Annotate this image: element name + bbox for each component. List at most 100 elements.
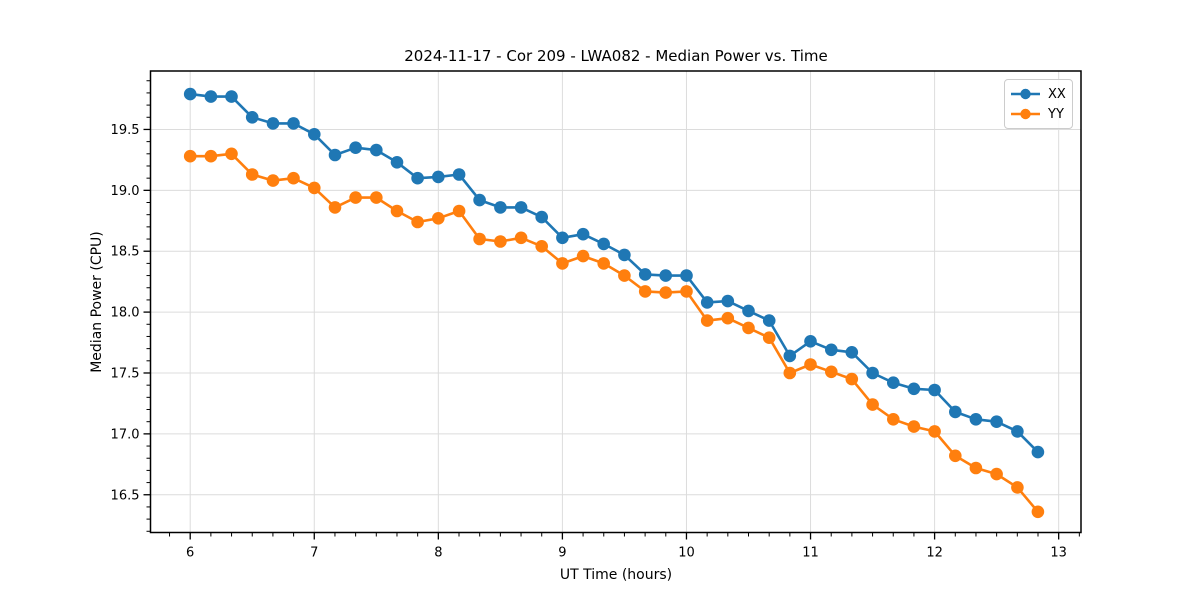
series-yy-marker <box>370 191 383 204</box>
legend-label-xx: XX <box>1048 86 1066 102</box>
series-yy-marker <box>308 181 321 195</box>
series-xx-marker <box>990 415 1003 429</box>
series-yy-marker <box>949 449 962 463</box>
x-tick-label: 8 <box>434 546 442 561</box>
series-yy-marker <box>742 321 755 335</box>
x-tick-label: 6 <box>186 546 194 561</box>
series-yy-marker <box>638 285 652 298</box>
series-xx-marker <box>1031 445 1045 459</box>
series-xx-marker <box>390 156 404 169</box>
x-tick-label: 13 <box>1050 546 1067 561</box>
series-xx-marker <box>804 335 817 348</box>
series-xx-marker <box>183 87 197 101</box>
series-xx-marker <box>266 117 280 130</box>
series-yy-marker <box>825 365 838 379</box>
series-yy-marker <box>494 235 507 248</box>
y-tick-label: 16.5 <box>111 488 140 503</box>
series-yy-marker <box>887 413 900 426</box>
series-xx-marker <box>866 366 879 380</box>
series-yy-marker <box>680 285 693 298</box>
y-tick-label: 18.5 <box>111 245 140 260</box>
series-yy-marker <box>1031 505 1045 519</box>
series-xx-marker <box>225 90 238 103</box>
series-xx-marker <box>576 227 590 241</box>
series-xx-marker <box>1011 425 1024 438</box>
series-yy-marker <box>225 147 238 161</box>
x-tick-label: 10 <box>678 546 695 561</box>
series-xx-marker <box>783 349 797 363</box>
series-xx-marker <box>535 210 548 224</box>
series-xx-marker <box>969 413 983 426</box>
series-xx-marker <box>245 111 259 124</box>
series-xx-marker <box>887 376 900 390</box>
series-yy-marker <box>183 149 197 163</box>
legend-marker-yy <box>1011 108 1040 120</box>
series-xx-marker <box>659 269 672 282</box>
series-yy-marker <box>349 191 362 204</box>
legend: XX YY <box>1004 79 1073 129</box>
series-yy-marker <box>452 204 466 218</box>
series-yy-marker <box>866 398 879 411</box>
series-xx-marker <box>328 148 342 162</box>
y-tick-label: 17.0 <box>111 427 140 442</box>
series-yy-marker <box>907 420 921 433</box>
series-yy-marker <box>1011 481 1024 494</box>
series-xx-marker <box>825 343 838 357</box>
series-xx-marker <box>638 268 652 281</box>
x-tick-label: 7 <box>310 546 318 561</box>
series-xx-marker <box>742 304 755 318</box>
series-yy-line <box>190 152 1039 513</box>
series-xx-marker <box>494 201 507 214</box>
series-xx-marker <box>928 383 941 397</box>
legend-marker-xx <box>1011 88 1040 100</box>
series-xx-marker <box>204 90 218 103</box>
series-xx-marker <box>473 193 486 207</box>
x-tick-label: 11 <box>802 546 819 561</box>
series-xx-marker <box>514 201 528 214</box>
series-xx-marker <box>721 294 735 308</box>
series-yy-marker <box>618 269 631 282</box>
series-yy-marker <box>432 212 445 225</box>
y-axis-label: Median Power (CPU) <box>89 231 105 373</box>
series-xx-marker <box>556 231 569 245</box>
series-yy-marker <box>287 171 300 185</box>
series-xx-line <box>190 92 1039 454</box>
legend-item-xx: XX <box>1010 84 1066 104</box>
series-xx-marker <box>411 171 424 185</box>
x-axis-label: UT Time (hours) <box>559 567 673 583</box>
series-xx-marker <box>762 314 776 327</box>
series-xx-marker <box>700 296 714 309</box>
y-tick-label: 19.5 <box>111 123 140 138</box>
series-xx-marker <box>949 405 962 419</box>
series-xx-marker <box>287 117 300 130</box>
series-yy-marker <box>700 314 714 327</box>
series-yy-marker <box>266 174 280 187</box>
series-yy-marker <box>804 358 817 371</box>
series-xx-marker <box>680 269 693 282</box>
series-xx-marker <box>618 248 631 262</box>
y-tick-label: 17.5 <box>111 366 140 381</box>
legend-item-yy: YY <box>1010 104 1066 124</box>
series-yy-marker <box>597 257 610 270</box>
plot-border <box>149 70 1082 534</box>
series-yy-marker <box>390 204 404 218</box>
x-tick-label: 12 <box>926 546 943 561</box>
series-yy-marker <box>845 372 859 386</box>
series-yy-marker <box>245 168 259 181</box>
series-yy-marker <box>762 331 776 345</box>
legend-label-yy: YY <box>1048 106 1064 122</box>
series-yy-marker <box>535 240 548 253</box>
series-xx-marker <box>308 128 321 141</box>
series-yy-marker <box>721 311 735 325</box>
x-tick-label: 9 <box>558 546 566 561</box>
series-yy-marker <box>783 366 797 380</box>
series-yy-marker <box>990 467 1003 481</box>
series-yy-marker <box>204 149 218 163</box>
chart-title: 2024-11-17 - Cor 209 - LWA082 - Median P… <box>404 47 828 65</box>
series-yy-marker <box>969 461 983 475</box>
series-yy-marker <box>576 249 590 263</box>
series-xx-marker <box>370 143 383 157</box>
series-yy-marker <box>328 201 342 214</box>
